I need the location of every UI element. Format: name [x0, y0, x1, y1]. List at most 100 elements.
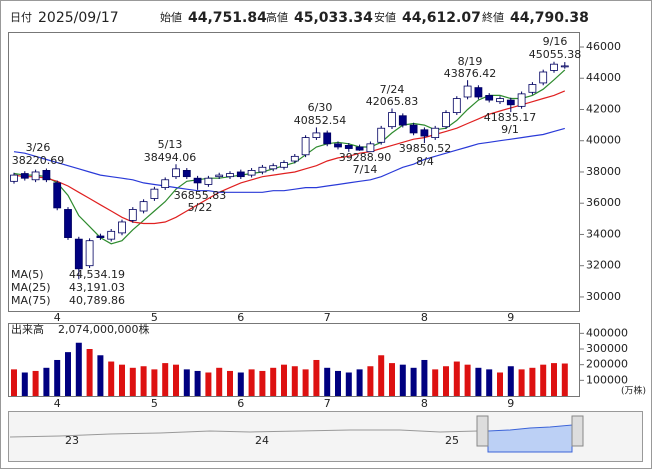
candle-body: [409, 124, 418, 134]
x-tick-label: 4: [54, 311, 61, 324]
annotation-date: 5/13: [158, 138, 183, 151]
volume-bar: [173, 364, 179, 396]
volume-bar: [529, 367, 536, 396]
volume-bar: [151, 369, 158, 396]
y-tick-label: 44000: [586, 71, 621, 84]
ma-legend: [9, 266, 126, 310]
volume-bar: [421, 359, 428, 396]
volume-bar: [205, 372, 212, 396]
volume-bar: [324, 367, 331, 396]
candle-body: [247, 170, 256, 176]
x-tick-label: 7: [324, 397, 331, 410]
volume-bar: [518, 369, 525, 396]
candle-body: [366, 143, 375, 153]
annotation-value: 38494.06: [144, 151, 197, 164]
volume-bar: [399, 364, 406, 396]
volume-bar: [432, 369, 439, 396]
volume-bar: [356, 369, 363, 396]
candle-body: [485, 95, 494, 101]
header-value: 45,033.34: [294, 10, 373, 26]
volume-bar: [507, 366, 514, 396]
volume-bar: [486, 369, 493, 396]
volume-bar: [561, 363, 568, 396]
volume-bar: [162, 363, 169, 396]
candle-body: [258, 166, 267, 173]
volume-bar: [183, 369, 190, 396]
candle-body: [528, 84, 537, 93]
candle-body: [10, 174, 18, 182]
candle-body: [334, 143, 342, 148]
volume-bar: [108, 361, 115, 396]
header-value: 44,790.38: [510, 10, 589, 26]
volume-panel: [8, 323, 580, 397]
x-tick-label: 6: [237, 311, 244, 324]
header-value: 44,612.07: [402, 10, 481, 26]
candle-body: [474, 87, 483, 98]
annotation-date: 9/16: [543, 35, 568, 48]
annotation-value: 39850.52: [399, 142, 452, 155]
annotation-value: 36855.83: [174, 189, 227, 202]
ma-line: [13, 90, 566, 225]
candle-body: [20, 173, 29, 179]
annotation-value: 45055.38: [529, 48, 582, 61]
y-tick-label: 40000: [586, 134, 621, 147]
header-label: 2025/09/17: [38, 10, 119, 26]
candle-body: [560, 65, 569, 68]
annotation-value: 41835.17: [484, 111, 537, 124]
navigator-handle[interactable]: [476, 415, 489, 447]
volume-bar: [313, 359, 320, 396]
volume-bar: [291, 366, 298, 396]
candle-body: [182, 170, 191, 178]
y-tick-label: 42000: [586, 102, 621, 115]
y-tick-label: 38000: [586, 165, 621, 178]
candle-body: [139, 201, 148, 212]
annotation-value: 38220.69: [12, 154, 65, 167]
header-label: 日付: [10, 11, 32, 24]
candle-body: [280, 162, 288, 168]
candle-body: [64, 209, 72, 238]
ma-line: [13, 69, 566, 245]
candle-body: [442, 112, 450, 128]
volume-total: 2,074,000,000株: [58, 322, 149, 336]
candle-body: [161, 179, 170, 188]
candle-body: [96, 235, 105, 238]
header-label: 高値: [266, 10, 288, 24]
volume-bar: [475, 367, 482, 396]
y-tick-label: 36000: [586, 196, 621, 209]
header-label: 終値: [482, 10, 504, 24]
volume-bar: [43, 367, 50, 396]
annotation-date: 8/19: [458, 55, 483, 68]
y-tick-label: 200000: [586, 358, 628, 371]
annotation-date: 7/24: [380, 83, 405, 96]
annotation-date: 7/14: [353, 163, 378, 176]
navigator-handle[interactable]: [571, 415, 584, 447]
volume-bar: [389, 363, 395, 396]
volume-bar: [86, 349, 93, 396]
volume-bar: [497, 372, 503, 396]
header-label: 始値: [160, 10, 182, 24]
volume-bar: [464, 364, 471, 396]
candle-body: [226, 173, 234, 178]
candle-body: [269, 165, 278, 170]
candle-body: [118, 221, 126, 234]
volume-bar: [302, 369, 309, 396]
volume-bar: [237, 372, 244, 396]
volume-bar: [54, 359, 61, 396]
annotation-value: 39288.90: [339, 151, 392, 164]
ma-line: [13, 127, 565, 193]
volume-bar: [119, 364, 125, 396]
volume-bar: [367, 366, 374, 396]
candle-body: [323, 132, 332, 145]
candle-body: [215, 174, 224, 178]
x-tick-label: 4: [54, 397, 61, 410]
volume-bar: [345, 372, 352, 396]
volume-bar: [248, 369, 255, 396]
candle-body: [539, 71, 548, 84]
candle-body: [204, 177, 213, 185]
legend-label: MA(25): [11, 281, 51, 294]
candle-body: [74, 238, 83, 270]
candle-body: [301, 137, 310, 156]
y-tick-label: 34000: [586, 227, 621, 240]
x-tick-label: 7: [324, 311, 331, 324]
volume-bar: [443, 366, 449, 396]
